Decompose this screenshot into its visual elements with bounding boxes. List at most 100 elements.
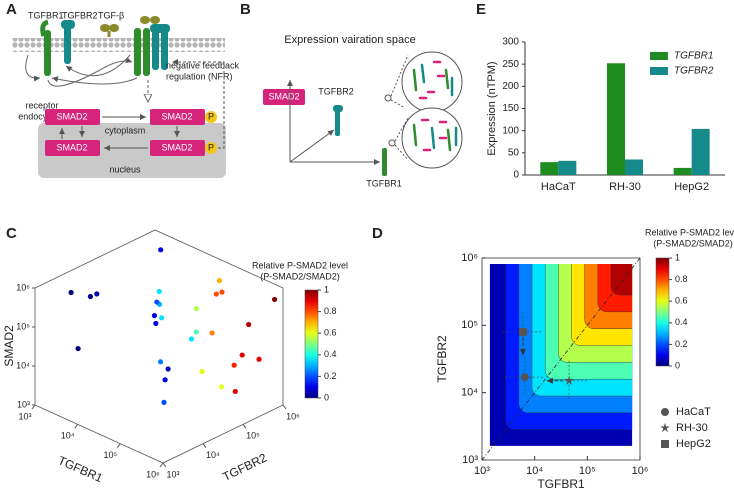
arrow [65,54,131,77]
y-tick-label: 10³ [166,469,179,479]
contour-band [610,264,633,296]
legend-swatch [650,67,668,75]
x-tick-label: HepG2 [674,181,709,193]
scatter-point [199,368,205,375]
x-tick-label: HaCaT [541,181,576,193]
sample-point [388,139,396,147]
zoom-line [390,99,406,109]
diagonal [481,257,641,461]
smad2-label: SMAD2 [161,111,192,121]
scatter-point [87,293,94,300]
smad2-label: SMAD2 [161,142,192,152]
panel-label: D [372,225,383,242]
receptor [150,24,170,33]
y-tick-label: 50 [508,147,520,158]
x-tick-label: 10⁵ [579,465,596,477]
smad2-box [45,109,100,125]
x-tick-label: 10³ [474,465,490,477]
scatter-point [68,289,74,296]
zoom-line [394,117,409,142]
phospho-label: P [208,111,214,121]
colorbar-title: (P-SMAD2/SMAD2) [260,271,340,281]
x-tick [74,424,79,429]
label: endocytosis [18,111,66,121]
scatter-point [232,388,238,395]
colorbar-title: Relative P-SMAD2 level [252,260,348,270]
scatter-point [246,321,252,328]
colorbar-title: Relative P-SMAD2 level [645,227,734,237]
panel-label: A [6,1,17,18]
y-tick-label: 250 [502,59,519,70]
colorbar-tick-label: 1 [675,252,680,262]
x-axis-label: TGFBR1 [537,477,585,491]
smad2-box [45,140,100,156]
receptor [143,28,150,76]
y-axis-label: TGFBR2 [435,335,449,383]
arrow [47,57,133,87]
scatter-point [271,296,278,303]
scatter-point [216,278,223,284]
ligand [140,16,150,24]
cells [412,60,458,152]
x-tick [159,462,164,468]
panel-label: E [476,1,486,18]
colorbar-tick-label: 0.4 [324,349,337,359]
legend-label: TGFBR2 [674,66,714,77]
receptor [333,105,343,112]
bar [540,162,559,175]
x-tick-label: 10⁴ [61,431,75,441]
label: TGF-β [98,10,124,20]
smad2-box [150,109,205,125]
scatter-point [162,377,168,383]
y-tick [162,462,167,468]
scatter-point [209,330,215,336]
data-point [564,375,574,385]
scatter-point [256,356,262,362]
receptor [382,148,387,176]
legend-marker [661,440,669,448]
ligand [109,24,119,32]
y-tick-label: 150 [502,103,519,114]
x-axis-label: TGFBR1 [56,453,105,485]
colorbar-tick-label: 0.6 [675,296,688,306]
colorbar-tick-label: 0.2 [675,339,688,349]
colorbar-tick-label: 0.4 [675,317,688,327]
label: TGFBR1 [28,10,64,20]
scatter-point [75,345,81,352]
scatter-point [165,366,171,372]
x-tick [116,443,121,448]
legend-label: TGFBR1 [674,51,713,62]
data-point [518,327,527,336]
y-tick-label: 200 [502,81,519,92]
scatter-point [161,399,167,405]
panel-label: C [6,225,17,242]
y-axis-label: TGFBR2 [220,450,269,483]
y-tick [242,424,247,429]
zoom-line [390,54,409,97]
x-tick-label: 10⁵ [103,450,117,460]
y-axis-label: Expression (nTPM) [486,61,498,155]
colorbar-tick-label: 0.2 [324,371,337,381]
y-tick-label: 10⁶ [286,411,300,421]
arrow [25,54,41,82]
scatter-point [153,320,159,327]
ligand [100,24,110,32]
arrow [51,76,138,85]
phospho [205,142,217,154]
phospho [205,111,217,123]
colorbar-tick-label: 0 [675,360,680,370]
colorbar-tick-label: 0 [324,392,329,402]
label: nucleus [109,164,141,174]
bar [691,128,710,175]
x-tick-label: 10⁶ [632,465,649,477]
colorbar [304,289,319,399]
smad2-box [263,89,305,105]
smad2-label: SMAD2 [56,111,87,121]
colorbar-tick-label: 0.8 [324,306,337,316]
nfr-arrow [172,59,225,149]
receptor [152,30,159,70]
x-tick-label: 10³ [18,411,31,421]
receptor [61,20,75,29]
scatter-point [159,315,165,321]
